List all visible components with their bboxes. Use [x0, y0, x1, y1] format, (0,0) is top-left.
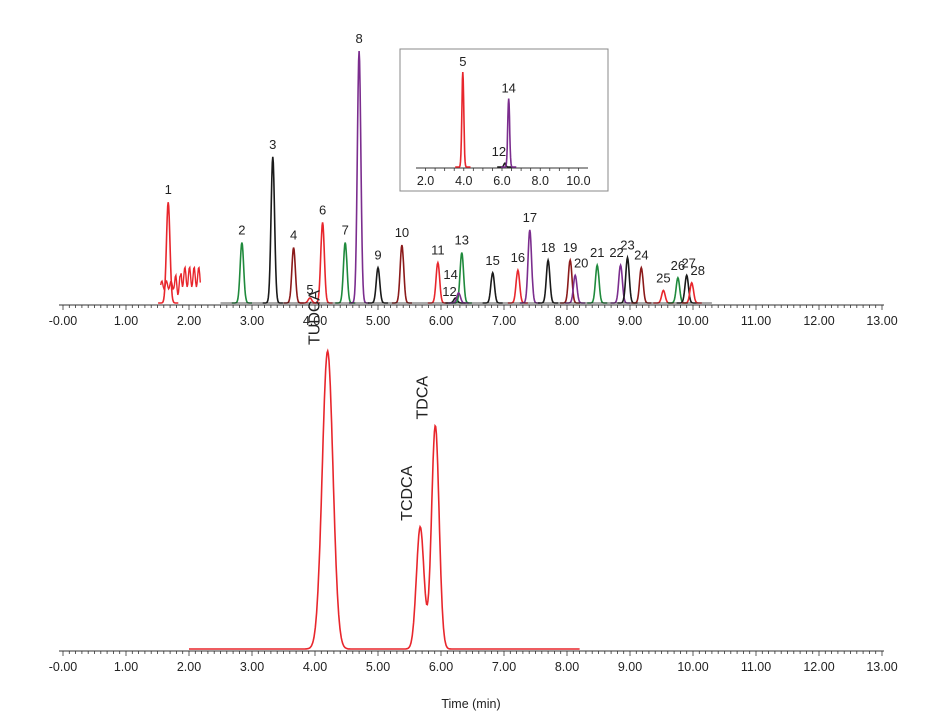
peak-28-label: 28: [691, 263, 705, 278]
peak-7-label: 7: [342, 223, 349, 238]
peak-24-label: 24: [634, 248, 648, 263]
peak-8-label: 8: [355, 31, 362, 46]
peak-10-trace: [391, 244, 412, 304]
peak-21-trace: [587, 262, 608, 304]
peak-15-label: 15: [485, 253, 499, 268]
x-tick-label: 3.00: [240, 660, 264, 674]
inset-chromatogram-panel: 2.0 4.0 6.0 8.0 10.0 5 12 14: [399, 48, 609, 192]
inset-x-tick-label: 4.0: [455, 174, 472, 188]
peak-5-label: 5: [306, 282, 313, 297]
bottom-chromatogram-panel: Time (min) -0.00 1.00 2.00 3.00 4.00 5.00 6.00…: [49, 290, 898, 711]
peak-13-label: 13: [455, 233, 469, 248]
x-tick-label: -0.00: [49, 660, 78, 674]
peak-14-label: 14: [443, 267, 457, 282]
peak-1-trace: [158, 202, 179, 304]
inset-peak-5-label: 5: [459, 54, 466, 69]
x-tick-label: 7.00: [492, 660, 516, 674]
x-tick-label: 11.00: [741, 660, 771, 674]
x-tick-label: 12.00: [803, 314, 834, 328]
peak-12-label: 12: [442, 284, 456, 299]
inset-x-tick-label: 6.0: [493, 174, 510, 188]
peak-26-label: 26: [671, 258, 685, 273]
inset-peak-14-label: 14: [501, 81, 515, 96]
peak-3-label: 3: [269, 137, 276, 152]
x-tick-label: -0.00: [49, 314, 78, 328]
peak-18-trace: [538, 257, 559, 304]
peak-17-trace: [519, 229, 540, 304]
inset-peak-14-trace: [501, 98, 517, 168]
peak-22-label: 22: [609, 245, 623, 260]
peak-1-label: 1: [165, 182, 172, 197]
peak-6-label: 6: [319, 202, 326, 217]
peak-4-label: 4: [290, 228, 297, 243]
x-tick-label: 7.00: [492, 314, 516, 328]
peak-11-label: 11: [431, 243, 445, 258]
x-tick-label: 2.00: [177, 314, 201, 328]
x-tick-label: 6.00: [429, 314, 453, 328]
x-tick-label: 1.00: [114, 660, 138, 674]
peak-24-trace: [631, 265, 652, 304]
peak-21-label: 21: [590, 245, 604, 260]
bottom-trace: [189, 348, 580, 650]
x-tick-label: 10.00: [677, 660, 708, 674]
x-tick-label: 6.00: [429, 660, 453, 674]
peak-17-label: 17: [523, 210, 537, 225]
x-tick-label: 10.00: [677, 314, 708, 328]
x-tick-label: 8.00: [555, 660, 579, 674]
peak-16-trace: [507, 267, 528, 304]
peak-19-label: 19: [563, 240, 577, 255]
x-tick-label: 9.00: [618, 314, 642, 328]
x-tick-label: 9.00: [618, 660, 642, 674]
peak-9-label: 9: [374, 248, 381, 263]
peak-25-trace: [653, 289, 674, 304]
inset-peak-12-label: 12: [492, 144, 506, 159]
peak-1-baseline-trace: [160, 265, 201, 296]
peak-4-trace: [283, 247, 304, 304]
peak-15-trace: [482, 270, 503, 304]
peak-23-label: 23: [620, 238, 634, 253]
x-tick-label: 4.00: [303, 660, 327, 674]
peak-27-label: 27: [681, 255, 695, 270]
inset-frame: [399, 48, 609, 192]
inset-x-tick-label: 2.0: [417, 174, 434, 188]
x-tick-label: 12.00: [803, 660, 834, 674]
inset-x-tick-label: 10.0: [566, 174, 590, 188]
peak-tudca-label: TUDCA: [307, 290, 324, 345]
peak-10-label: 10: [395, 225, 409, 240]
peak-2-label: 2: [238, 223, 245, 238]
peak-18-label: 18: [541, 240, 555, 255]
x-tick-label: 2.00: [177, 660, 201, 674]
inset-x-tick-label: 8.0: [532, 174, 549, 188]
x-tick-label: 4.00: [303, 314, 327, 328]
x-tick-label: 1.00: [114, 314, 138, 328]
x-tick-label: 5.00: [366, 660, 390, 674]
x-tick-label: 11.00: [741, 314, 771, 328]
x-tick-label: 8.00: [555, 314, 579, 328]
peak-22-trace: [610, 262, 631, 304]
peak-tcdca-label: TCDCA: [399, 465, 416, 520]
top-chromatogram-panel: -0.00 1.00 2.00 3.00 4.00 5.00 6.00 7.00 8.00 9.0…: [49, 31, 898, 328]
peak-tdca-label: TDCA: [414, 376, 431, 420]
peak-20-label: 20: [574, 255, 588, 270]
peak-2-trace: [231, 242, 252, 304]
peak-25-label: 25: [656, 270, 670, 285]
x-axis-title: Time (min): [441, 697, 500, 711]
peak-8-trace: [349, 50, 370, 304]
peak-16-label: 16: [511, 250, 525, 265]
inset-peak-12-trace: [497, 162, 513, 168]
x-tick-label: 3.00: [240, 314, 264, 328]
x-tick-label: 13.00: [866, 660, 897, 674]
peak-7-trace: [335, 242, 356, 304]
x-tick-label: 13.00: [866, 314, 897, 328]
peak-9-trace: [367, 265, 389, 304]
inset-peak-5-trace: [455, 71, 471, 168]
peak-3-trace: [262, 156, 283, 304]
x-tick-label: 5.00: [366, 314, 390, 328]
